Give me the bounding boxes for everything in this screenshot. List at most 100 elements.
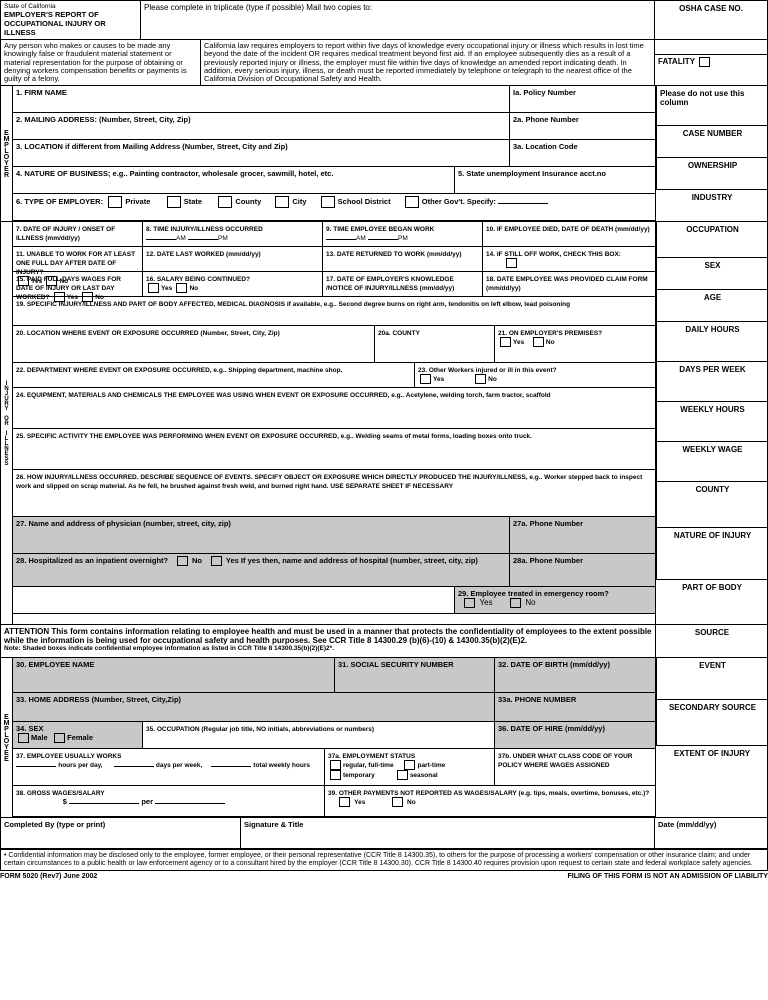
chk-23-yes[interactable] <box>420 374 431 384</box>
form-5020: State of California EMPLOYER'S REPORT OF… <box>0 0 768 871</box>
field-18: 18. DATE EMPLOYEE WAS PROVIDED CLAIM FOR… <box>486 276 648 292</box>
field-7: 7. DATE OF INJURY / ONSET OF ILLNESS (mm… <box>16 226 115 242</box>
rc-age: AGE <box>656 290 768 322</box>
chk-39-no[interactable] <box>392 797 403 807</box>
felony-warning: Any person who makes or causes to be mad… <box>1 40 201 85</box>
fatality-label: FATALITY <box>655 55 767 69</box>
field-22: 22. DEPARTMENT WHERE EVENT OR EXPOSURE O… <box>16 367 342 374</box>
chk-16-no[interactable] <box>176 283 187 293</box>
field-37b: 37b. UNDER WHAT CLASS CODE OF YOUR POLIC… <box>498 753 632 769</box>
field-1: 1. FIRM NAME <box>16 88 67 97</box>
field-24: 24. EQUIPMENT, MATERIALS AND CHEMICALS T… <box>16 392 551 399</box>
right-column-employee: EVENT SECONDARY SOURCE EXTENT OF INJURY <box>655 658 767 817</box>
rc-ownership: OWNERSHIP <box>656 158 768 190</box>
rc-partofbody: PART OF BODY <box>656 580 768 624</box>
chk-21-yes[interactable] <box>500 337 511 347</box>
right-column-injury: OCCUPATION SEX AGE DAILY HOURS DAYS PER … <box>655 222 767 624</box>
field-35: 35. OCCUPATION (Regular job title, NO in… <box>146 726 374 733</box>
chk-16-yes[interactable] <box>148 283 159 293</box>
field-34: 34. SEX <box>16 724 44 733</box>
right-column-employer: Please do not use this column CASE NUMBE… <box>655 86 767 221</box>
chk-temp[interactable] <box>330 770 341 780</box>
law-text: California law requires employers to rep… <box>201 40 654 85</box>
field-27: 27. Name and address of physician (numbe… <box>16 519 231 528</box>
chk-21-no[interactable] <box>533 337 544 347</box>
field-1a: Ia. Policy Number <box>513 88 576 97</box>
rc-source: SOURCE <box>656 625 768 657</box>
chk-seasonal[interactable] <box>397 770 408 780</box>
field-20: 20. LOCATION WHERE EVENT OR EXPOSURE OCC… <box>16 330 280 337</box>
chk-county[interactable] <box>218 196 232 208</box>
chk-28-no[interactable] <box>177 556 188 566</box>
state-label: State of California <box>4 3 137 10</box>
chk-state[interactable] <box>167 196 181 208</box>
field-8: 8. TIME INJURY/ILLNESS OCCURRED <box>146 226 263 233</box>
field-10: 10. IF EMPLOYEE DIED, DATE OF DEATH (mm/… <box>486 226 650 233</box>
field-26: 26. HOW INJURY/ILLNESS OCCURRED. DESCRIB… <box>16 474 642 490</box>
chk-14[interactable] <box>506 258 517 268</box>
chk-city[interactable] <box>275 196 289 208</box>
note-text: Note: Shaded boxes indicate confidential… <box>4 645 652 652</box>
field-27a: 27a. Phone Number <box>513 519 583 528</box>
rc-county: COUNTY <box>656 482 768 528</box>
field-19: 19. SPECIFIC INJURY/ILLNESS AND PART OF … <box>16 301 570 308</box>
field-30: 30. EMPLOYEE NAME <box>16 660 94 669</box>
field-29: 29. Employee treated in emergency room? <box>458 589 609 598</box>
rc-secsource: SECONDARY SOURCE <box>656 700 768 746</box>
chk-parttime[interactable] <box>404 760 415 770</box>
chk-28-yes[interactable] <box>211 556 222 566</box>
field-14: 14. IF STILL OFF WORK, CHECK THIS BOX: <box>486 251 621 258</box>
chk-23-no[interactable] <box>475 374 486 384</box>
field-3: 3. LOCATION if different from Mailing Ad… <box>16 142 288 151</box>
main-area: EMPLOYER 1. FIRM NAME Ia. Policy Number … <box>1 86 767 221</box>
field-16: 16. SALARY BEING CONTINUED? <box>146 276 250 283</box>
field-3a: 3a. Location Code <box>513 142 578 151</box>
chk-private[interactable] <box>108 196 122 208</box>
disclaimer: • Confidential information may be disclo… <box>1 850 767 869</box>
employee-side-label: EMPLOYEE <box>1 658 13 817</box>
field-23: 23. Other Workers injured or ill in this… <box>418 367 557 374</box>
rc-event: EVENT <box>656 658 768 700</box>
chk-29-yes[interactable] <box>464 598 475 608</box>
chk-male[interactable] <box>18 733 29 743</box>
completed-by: Completed By (type or print) <box>4 820 105 829</box>
rc-occupation: OCCUPATION <box>656 222 768 258</box>
chk-29-no[interactable] <box>510 598 521 608</box>
rc-caseno: CASE NUMBER <box>656 126 768 158</box>
fatality-checkbox[interactable] <box>699 57 710 67</box>
field-28a: 28a. Phone Number <box>513 556 583 565</box>
field-32: 32. DATE OF BIRTH (mm/dd/yy) <box>498 660 610 669</box>
field-4: 4. NATURE OF BUSINESS; e.g.. Painting co… <box>16 169 333 178</box>
rc-weeklyhours: WEEKLY HOURS <box>656 402 768 442</box>
field-38: 38. GROSS WAGES/SALARY <box>16 790 105 797</box>
fatality-row: Any person who makes or causes to be mad… <box>1 40 767 86</box>
chk-regular[interactable] <box>330 760 341 770</box>
chk-other[interactable] <box>405 196 419 208</box>
field-5: 5. State unemployment Insurance acct.no <box>458 169 606 178</box>
field-37: 37. EMPLOYEE USUALLY WORKS <box>16 753 121 760</box>
employer-side-label: EMPLOYER <box>1 86 13 221</box>
chk-female[interactable] <box>54 733 65 743</box>
rc-weeklywage: WEEKLY WAGE <box>656 442 768 482</box>
rc-nature: NATURE OF INJURY <box>656 528 768 580</box>
rc-donotuse: Please do not use this column <box>656 86 768 126</box>
injury-side-label: INJURY OR ILLNESS <box>1 222 13 624</box>
header-row: State of California EMPLOYER'S REPORT OF… <box>1 1 767 40</box>
mail-instructions: Please complete in triplicate (type if p… <box>141 1 655 39</box>
signature-title: Signature & Title <box>244 820 303 829</box>
field-2a: 2a. Phone Number <box>513 115 579 124</box>
rc-industry: INDUSTRY <box>656 190 768 218</box>
rc-dpw: DAYS PER WEEK <box>656 362 768 402</box>
form-title: EMPLOYER'S REPORT OF OCCUPATIONAL INJURY… <box>4 10 137 37</box>
field-31: 31. SOCIAL SECURITY NUMBER <box>338 660 454 669</box>
field-37a: 37a. EMPLOYMENT STATUS <box>328 753 415 760</box>
chk-39-yes[interactable] <box>339 797 350 807</box>
field-2: 2. MAILING ADDRESS: (Number, Street, Cit… <box>16 115 191 124</box>
sig-date: Date (mm/dd/yy) <box>658 820 716 829</box>
attention-text: ATTENTION This form contains information… <box>4 627 652 645</box>
liability-note: FILING OF THIS FORM IS NOT AN ADMISSION … <box>567 873 768 880</box>
field-9: 9. TIME EMPLOYEE BEGAN WORK <box>326 226 434 233</box>
chk-school[interactable] <box>321 196 335 208</box>
rc-extent: EXTENT OF INJURY <box>656 746 768 814</box>
field-6: 6. TYPE OF EMPLOYER: <box>16 197 103 206</box>
